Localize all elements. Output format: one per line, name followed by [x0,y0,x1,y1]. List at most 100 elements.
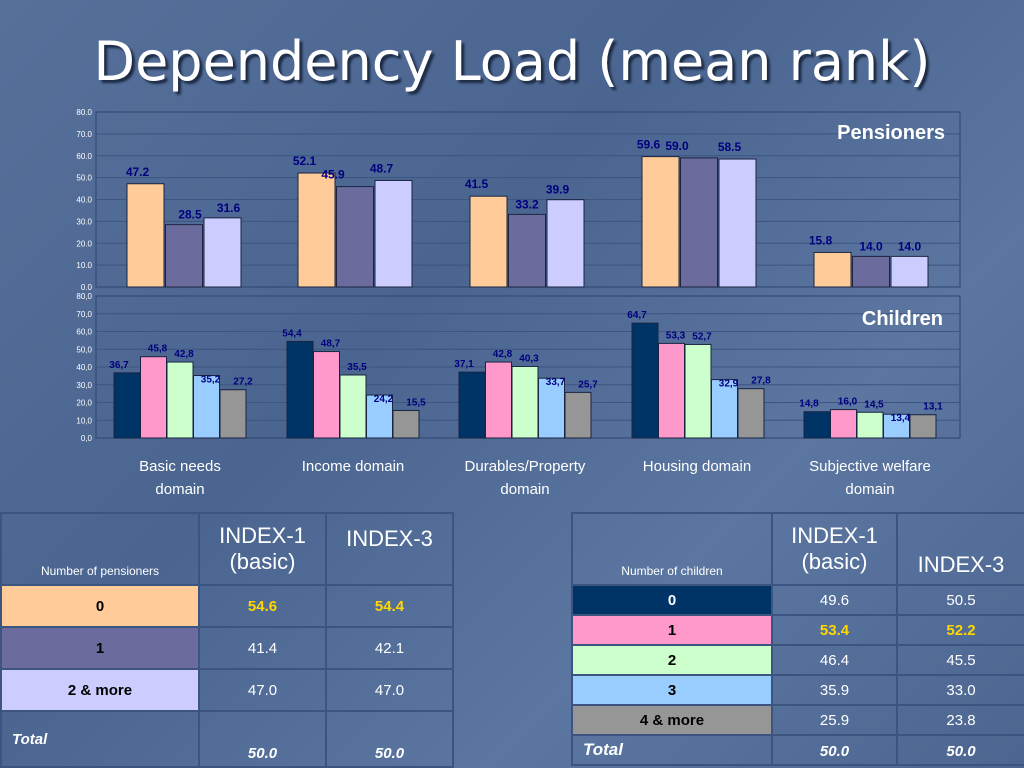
data-label: 45.9 [321,168,345,182]
bar [392,409,420,439]
bar [737,388,765,439]
bar-charts: 0.0 10.0 20.0 30.0 40.0 50.0 60.0 70.0 80.0 Pensi… [76,108,961,498]
data-label: 13,1 [923,402,943,413]
x-category-label: domain [845,481,894,498]
children-row: 1 53.4 52.2 [571,614,1024,646]
children-row-label: 3 [571,674,773,706]
bar [711,379,738,439]
panel-label-children: Children [862,308,943,330]
children-index3-header: INDEX-3 [896,512,1024,586]
data-label: 48,7 [321,339,341,350]
children-row: 3 35.9 33.0 [571,674,1024,706]
x-category-label: domain [500,481,549,498]
children-index1-line2: (basic) [801,549,868,574]
pensioners-index1-line2: (basic) [229,549,296,574]
data-label: 14,8 [799,399,819,410]
bar [830,409,857,439]
bar [684,343,712,439]
data-label: 27,2 [233,377,253,388]
y-tick-label: 40,0 [76,363,92,372]
children-index3-value: 52.2 [896,614,1024,646]
children-row-label: 2 [571,644,773,676]
children-index1-value: 35.9 [771,674,898,706]
children-index3-value: 45.5 [896,644,1024,676]
slide-title: Dependency Load (mean rank) [93,30,931,93]
children-row: 0 49.6 50.5 [571,584,1024,616]
data-label: 42,8 [174,349,194,360]
y-tick-label: 50,0 [76,345,92,354]
bar [718,158,757,288]
data-label: 36,7 [109,360,129,371]
x-category-label: Durables/Property [465,458,586,475]
pensioners-index1-value: 41.4 [198,626,327,670]
data-label: 35,2 [201,375,221,386]
y-tick-label: 10.0 [76,261,92,270]
bar [564,391,592,439]
pensioners-total-index3: 50.0 [325,710,454,768]
children-row: 2 46.4 45.5 [571,644,1024,676]
pensioners-index1-value: 47.0 [198,668,327,712]
y-tick-label: 40.0 [76,196,92,205]
data-label: 40,3 [519,353,539,364]
y-tick-label: 50.0 [76,174,92,183]
bar [336,186,374,288]
y-tick-label: 60,0 [76,328,92,337]
data-label: 15,5 [406,397,426,408]
children-total-index3: 50.0 [896,734,1024,766]
children-total-index1: 50.0 [771,734,898,766]
bar [856,411,884,439]
bar [813,251,852,288]
children-index1-header: INDEX-1 (basic) [771,512,898,586]
children-table: Number of children INDEX-1 (basic) INDEX… [571,512,1024,766]
bar [680,157,718,288]
data-label: 53,3 [666,330,686,341]
bar [165,224,203,288]
bar [313,351,340,439]
data-label: 31.6 [217,201,241,215]
data-label: 14.0 [898,239,922,253]
bar [641,156,680,288]
bar [909,414,937,439]
children-index3-value: 23.8 [896,704,1024,736]
y-tick-label: 30,0 [76,381,92,390]
y-tick-label: 80.0 [76,108,92,117]
pensioners-index3-value: 54.4 [325,584,454,628]
bar [538,377,565,439]
data-label: 64,7 [627,310,647,321]
data-label: 13,4 [891,413,911,424]
bar [852,255,890,288]
bar [126,183,165,288]
data-label: 39.9 [546,183,570,197]
data-label: 32,9 [719,379,739,390]
data-label: 33,7 [546,377,566,388]
pensioners-index1-line1: INDEX-1 [219,523,306,548]
x-category-label: Basic needs [139,458,221,475]
x-category-label: domain [155,481,204,498]
bar [339,374,367,439]
y-tick-label: 30.0 [76,217,92,226]
data-label: 14,5 [864,399,884,410]
data-label: 14.0 [859,239,883,253]
pensioners-row: 0 54.6 54.4 [0,584,454,628]
bar [366,394,393,439]
data-label: 47.2 [126,165,150,179]
bar [219,389,247,439]
pensioners-total-label: Total [0,710,200,768]
data-label: 42,8 [493,349,513,360]
bar [631,322,659,439]
data-label: 52.1 [293,154,317,168]
bar [458,371,486,439]
bar [508,213,546,288]
panel-label-pensioners: Pensioners [837,122,945,144]
data-label: 52,7 [692,331,712,342]
children-index3-value: 33.0 [896,674,1024,706]
data-label: 15.8 [809,233,833,247]
data-label: 24,2 [374,394,394,405]
data-label: 27,8 [751,376,771,387]
children-index3-value: 50.5 [896,584,1024,616]
data-label: 54,4 [282,328,302,339]
data-label: 35,5 [347,362,367,373]
bar [485,361,512,439]
children-header-label: Number of children [571,512,773,586]
y-tick-label: 0,0 [81,434,93,443]
